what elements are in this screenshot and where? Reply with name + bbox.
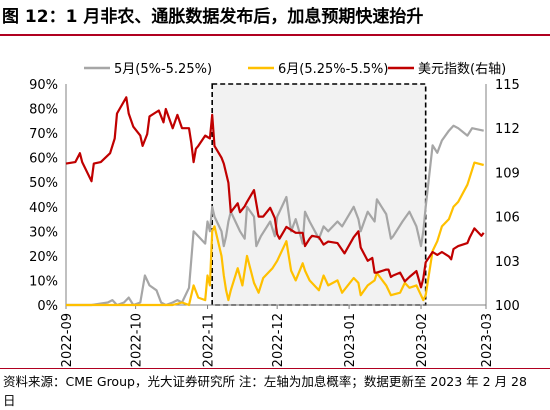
- series-june-line: [66, 161, 484, 307]
- axes: 0% 10% 20% 30% 40% 50% 60% 70% 80% 90% 100 103 106 10…: [29, 78, 520, 367]
- series-lines: [65, 96, 485, 307]
- series-may-line: [66, 124, 484, 307]
- source-note: 资料来源：CME Group，光大证券研究所 注：左轴为加息概率；数据更新至 2…: [3, 374, 527, 408]
- x-tick-label: 2022-09: [60, 313, 75, 367]
- rate-hike-probability-chart: 0% 10% 20% 30% 40% 50% 60% 70% 80% 90% 100 103 106 10…: [29, 62, 520, 367]
- legend-item-june: 6月(5.25%-5.5%): [248, 62, 388, 77]
- x-tick-label: 2022-11: [202, 313, 217, 367]
- highlight-box: [211, 83, 427, 306]
- left-tick-label: 90%: [29, 78, 58, 93]
- title-divider: [0, 34, 550, 36]
- series-usd-index-line: [65, 96, 485, 289]
- left-tick-label: 0%: [37, 299, 58, 314]
- left-tick-label: 10%: [29, 274, 58, 289]
- legend: 5月(5%-5.25%) 6月(5.25%-5.5%) 美元指数(右轴): [84, 62, 506, 77]
- footer-divider: [0, 368, 550, 369]
- x-tick-label: 2022-12: [271, 313, 286, 367]
- legend-label: 美元指数(右轴): [418, 62, 506, 77]
- left-tick-label: 20%: [29, 250, 58, 265]
- right-tick-label: 109: [495, 166, 520, 181]
- legend-item-usd-index: 美元指数(右轴): [388, 62, 506, 77]
- left-tick-label: 60%: [29, 152, 58, 167]
- left-tick-label: 50%: [29, 176, 58, 191]
- x-tick-label: 2023-02: [415, 313, 430, 367]
- legend-item-may: 5月(5%-5.25%): [84, 62, 212, 77]
- x-tick-label: 2022-10: [130, 313, 145, 367]
- highlight-region: [211, 83, 427, 306]
- x-tick-label: 2023-03: [480, 313, 495, 367]
- right-tick-label: 106: [495, 211, 520, 226]
- right-tick-label: 112: [495, 122, 520, 137]
- legend-label: 6月(5.25%-5.5%): [278, 62, 388, 77]
- left-tick-label: 70%: [29, 127, 58, 142]
- right-tick-label: 115: [495, 78, 520, 93]
- page-title: 图 12：1 月非农、通胀数据发布后，加息预期快速抬升: [2, 7, 424, 27]
- right-tick-label: 103: [495, 255, 520, 270]
- left-tick-label: 40%: [29, 201, 58, 216]
- legend-label: 5月(5%-5.25%): [114, 62, 212, 77]
- right-tick-label: 100: [495, 299, 520, 314]
- left-tick-label: 80%: [29, 103, 58, 118]
- x-tick-label: 2023-01: [343, 313, 358, 367]
- left-tick-label: 30%: [29, 225, 58, 240]
